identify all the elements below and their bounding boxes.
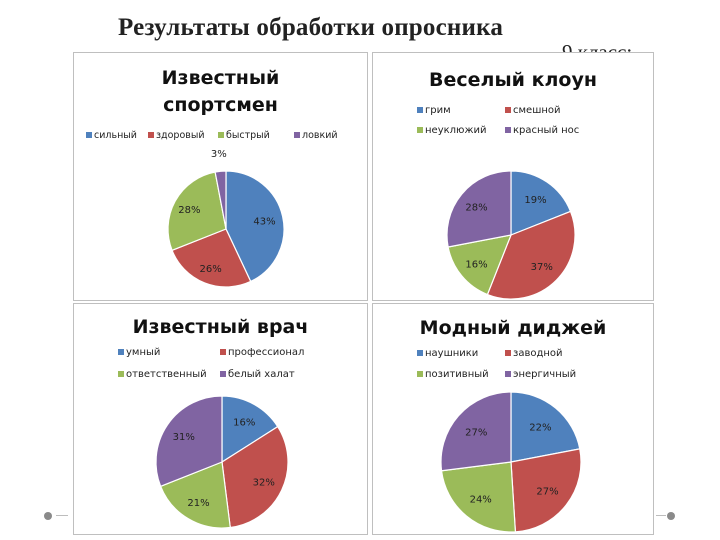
legend-swatch	[417, 107, 423, 113]
legend-label: умный	[126, 347, 160, 358]
pie-slice	[440, 391, 512, 472]
data-label: 43%	[253, 216, 275, 227]
data-label: 19%	[524, 195, 546, 206]
legend-label: быстрый	[226, 130, 270, 141]
legend-label: белый халат	[228, 369, 295, 380]
legend-swatch	[218, 132, 224, 138]
chart-panel-dj: Модный диджей наушники заводной позитивный э…	[372, 303, 654, 535]
pie-slice	[167, 171, 227, 252]
data-label: 27%	[536, 486, 558, 497]
pie-slice	[225, 170, 285, 283]
legend-label: наушники	[425, 348, 478, 359]
legend-swatch	[505, 350, 511, 356]
legend-swatch	[220, 349, 226, 355]
chart-title: Известный врач	[133, 316, 309, 338]
legend-swatch	[417, 127, 423, 133]
pie-slice	[155, 395, 223, 488]
legend-swatch	[86, 132, 92, 138]
legend-label: грим	[425, 105, 451, 116]
legend-swatch	[148, 132, 154, 138]
data-label: 27%	[465, 427, 487, 438]
chart-panel-doctor: Известный врач умный профессионал ответстве…	[73, 303, 368, 535]
pie-slice	[221, 395, 279, 464]
pie-slice	[214, 170, 227, 230]
legend-swatch	[505, 371, 511, 377]
pie-slice	[510, 170, 572, 236]
legend-label: неуклюжий	[425, 125, 486, 136]
chart-title: Веселый клоун	[429, 69, 597, 91]
legend-label: позитивный	[425, 369, 489, 380]
chart-panel-clown: Веселый клоун грим смешной неуклюжий красный…	[372, 52, 654, 301]
legend-label: смешной	[513, 105, 561, 116]
pie-slice	[510, 448, 582, 533]
data-label: 32%	[253, 478, 275, 489]
legend-label: ловкий	[302, 130, 338, 141]
left-rule	[56, 515, 68, 516]
pie-chart: Известный врач умный профессионал ответстве…	[118, 316, 309, 529]
legend-label: здоровый	[156, 130, 205, 141]
pie-slice	[486, 210, 576, 300]
pie-chart: Модный диджей наушники заводной позитивный э…	[417, 317, 607, 533]
left-bullet-dot	[44, 512, 52, 520]
pie-chart: Веселый клоун грим смешной неуклюжий красный…	[417, 69, 597, 300]
data-label: 28%	[465, 202, 487, 213]
chart-panel-sportsman: Известный спортсмен сильный здоровый быстрый…	[73, 52, 368, 301]
right-rule	[656, 515, 666, 516]
pie-slice	[159, 461, 231, 529]
slide-title: Результаты обработки опросника	[118, 14, 504, 41]
data-label: 16%	[465, 260, 487, 271]
pie-slice	[221, 425, 289, 529]
chart-title: Модный диджей	[420, 317, 607, 339]
chart-title: Известный	[162, 67, 280, 89]
data-label: 24%	[470, 495, 492, 506]
pie-slice	[446, 170, 512, 248]
legend-label: заводной	[513, 348, 563, 359]
legend-label: красный нос	[513, 125, 579, 136]
data-label: 28%	[178, 205, 200, 216]
legend-label: сильный	[94, 130, 137, 141]
pie-slice	[510, 391, 581, 463]
legend-label: энергичный	[513, 369, 576, 380]
legend-swatch	[220, 371, 226, 377]
data-label: 31%	[173, 432, 195, 443]
right-bullet-dot	[667, 512, 675, 520]
pie-slice	[447, 234, 512, 296]
pie-chart: Известный спортсмен сильный здоровый быстрый…	[86, 67, 338, 288]
legend-label: ответственный	[126, 369, 207, 380]
data-label: 3%	[211, 149, 227, 160]
legend-swatch	[294, 132, 300, 138]
legend-swatch	[118, 371, 124, 377]
data-label: 21%	[187, 498, 209, 509]
data-label: 37%	[531, 262, 553, 273]
pie-slice	[171, 228, 252, 288]
data-label: 26%	[199, 264, 221, 275]
data-label: 16%	[233, 418, 255, 429]
legend-swatch	[118, 349, 124, 355]
legend-swatch	[505, 127, 511, 133]
data-label: 22%	[529, 422, 551, 433]
chart-title: спортсмен	[163, 94, 278, 116]
legend-swatch	[417, 350, 423, 356]
legend-swatch	[417, 371, 423, 377]
legend-swatch	[505, 107, 511, 113]
legend-label: профессионал	[228, 347, 304, 358]
pie-slice	[440, 461, 517, 533]
